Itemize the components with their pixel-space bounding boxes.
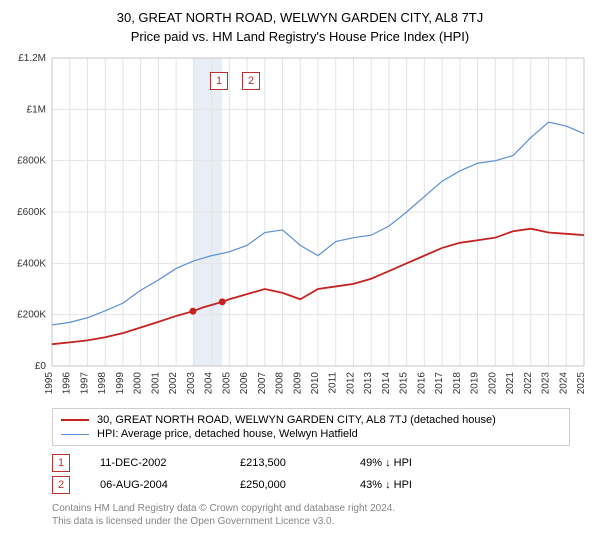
svg-text:£1M: £1M <box>27 104 46 115</box>
svg-text:2010: 2010 <box>310 372 321 395</box>
legend-swatch-hpi <box>61 434 89 435</box>
sales-row-2-date: 06-AUG-2004 <box>100 479 210 491</box>
svg-text:2007: 2007 <box>257 372 268 395</box>
footer-line-1: Contains HM Land Registry data © Crown c… <box>52 502 590 515</box>
sale-marker-legend: 1 2 <box>210 72 260 90</box>
chart-container: £0 £200K £400K £600K £800K £1M £1.2M 1995 1996 19… <box>10 52 590 402</box>
svg-text:£0: £0 <box>35 361 47 372</box>
svg-text:2015: 2015 <box>399 372 410 395</box>
footer-line-2: This data is licensed under the Open Gov… <box>52 515 590 528</box>
svg-text:1996: 1996 <box>62 372 73 395</box>
svg-text:2006: 2006 <box>239 372 250 395</box>
svg-text:2001: 2001 <box>150 372 161 395</box>
svg-text:£200K: £200K <box>17 310 46 321</box>
svg-text:£800K: £800K <box>17 156 46 167</box>
legend-row-price-paid: 30, GREAT NORTH ROAD, WELWYN GARDEN CITY… <box>61 413 561 427</box>
sales-row-2-price: £250,000 <box>240 479 330 491</box>
legend-label-hpi: HPI: Average price, detached house, Welw… <box>97 428 358 440</box>
svg-text:2005: 2005 <box>221 372 232 395</box>
title-main: 30, GREAT NORTH ROAD, WELWYN GARDEN CITY… <box>10 10 590 25</box>
svg-text:2021: 2021 <box>505 372 516 395</box>
svg-text:£600K: £600K <box>17 207 46 218</box>
svg-text:2000: 2000 <box>133 372 144 395</box>
sales-row-1-pct: 49% ↓ HPI <box>360 457 470 469</box>
sales-row-1-marker-icon: 1 <box>52 454 70 472</box>
series-legend: 30, GREAT NORTH ROAD, WELWYN GARDEN CITY… <box>52 408 570 446</box>
svg-text:2009: 2009 <box>292 372 303 395</box>
svg-text:1998: 1998 <box>97 372 108 395</box>
sales-row-1-price: £213,500 <box>240 457 330 469</box>
title-sub: Price paid vs. HM Land Registry's House … <box>10 29 590 44</box>
svg-text:2022: 2022 <box>523 372 534 395</box>
svg-text:1997: 1997 <box>79 372 90 395</box>
svg-text:£400K: £400K <box>17 258 46 269</box>
sales-table: 1 11-DEC-2002 £213,500 49% ↓ HPI 2 06-AU… <box>52 452 552 496</box>
svg-text:2003: 2003 <box>186 372 197 395</box>
legend-label-price-paid: 30, GREAT NORTH ROAD, WELWYN GARDEN CITY… <box>97 414 496 426</box>
svg-text:2002: 2002 <box>168 372 179 395</box>
sales-row-2-marker-icon: 2 <box>52 476 70 494</box>
svg-text:2020: 2020 <box>487 372 498 395</box>
sale-marker-1-icon: 1 <box>210 72 228 90</box>
sales-row-1-date: 11-DEC-2002 <box>100 457 210 469</box>
svg-text:£1.2M: £1.2M <box>18 53 46 64</box>
svg-text:2004: 2004 <box>204 372 215 395</box>
svg-text:2011: 2011 <box>328 372 339 394</box>
svg-text:2016: 2016 <box>416 372 427 395</box>
svg-text:2017: 2017 <box>434 372 445 395</box>
price-chart-svg: £0 £200K £400K £600K £800K £1M £1.2M 1995 1996 19… <box>10 52 590 402</box>
svg-text:2008: 2008 <box>275 372 286 395</box>
sales-row-1: 1 11-DEC-2002 £213,500 49% ↓ HPI <box>52 452 552 474</box>
sales-row-2: 2 06-AUG-2004 £250,000 43% ↓ HPI <box>52 474 552 496</box>
svg-text:1995: 1995 <box>44 372 55 395</box>
sales-row-2-pct: 43% ↓ HPI <box>360 479 470 491</box>
svg-text:2012: 2012 <box>345 372 356 395</box>
footer-note: Contains HM Land Registry data © Crown c… <box>52 502 590 528</box>
svg-text:1999: 1999 <box>115 372 126 395</box>
svg-text:2013: 2013 <box>363 372 374 395</box>
svg-text:2014: 2014 <box>381 372 392 395</box>
svg-text:2025: 2025 <box>576 372 587 395</box>
svg-text:2019: 2019 <box>470 372 481 395</box>
svg-text:2018: 2018 <box>452 372 463 395</box>
sale-marker-2-icon: 2 <box>242 72 260 90</box>
svg-text:2024: 2024 <box>558 372 569 395</box>
svg-text:2023: 2023 <box>541 372 552 395</box>
legend-swatch-price-paid <box>61 419 89 421</box>
legend-row-hpi: HPI: Average price, detached house, Welw… <box>61 427 561 441</box>
